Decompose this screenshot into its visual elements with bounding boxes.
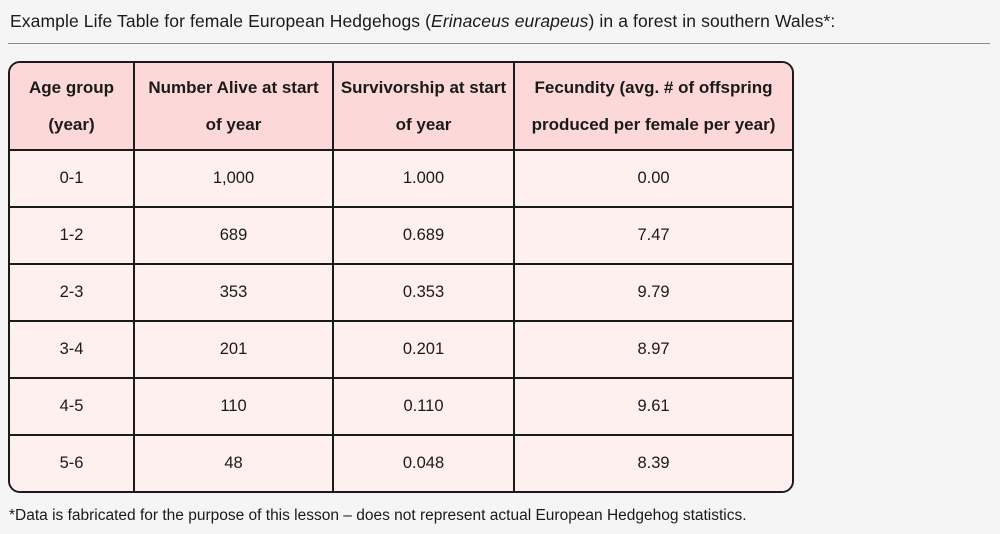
page-title: Example Life Table for female European H… (10, 10, 992, 32)
age-group-cell: 4-5 (10, 377, 134, 435)
number-alive-cell: 353 (133, 263, 333, 321)
survivorship-cell: 0.201 (332, 320, 514, 378)
survivorship-cell: 0.689 (332, 206, 514, 264)
fecundity-cell: 9.79 (513, 263, 792, 321)
table-row: 0-1 1,000 1.000 0.00 (10, 149, 792, 207)
table-row: 4-5 110 0.110 9.61 (10, 377, 792, 435)
footnote: *Data is fabricated for the purpose of t… (9, 507, 747, 524)
species-name: Erinaceus eurapeus (431, 11, 589, 31)
number-alive-cell: 48 (133, 434, 333, 491)
age-group-cell: 0-1 (10, 149, 134, 207)
column-header-number-alive: Number Alive at start of year (133, 63, 333, 150)
title-divider (8, 43, 990, 44)
column-header-line: of year (205, 115, 262, 134)
age-group-cell: 2-3 (10, 263, 134, 321)
fecundity-cell: 7.47 (513, 206, 792, 264)
column-header-age-group: Age group (year) (10, 63, 134, 150)
fecundity-cell: 8.39 (513, 434, 792, 491)
survivorship-cell: 0.353 (332, 263, 514, 321)
column-header-line: (year) (48, 115, 95, 134)
page-title-prefix: Example Life Table for female European H… (10, 11, 432, 31)
table-row: 2-3 353 0.353 9.79 (10, 263, 792, 321)
page-title-suffix: ) in a forest in southern Wales*: (588, 11, 836, 31)
fecundity-cell: 9.61 (513, 377, 792, 435)
life-table: Age group (year) Number Alive at start o… (10, 63, 792, 491)
column-header-line: of year (395, 115, 452, 134)
survivorship-cell: 0.048 (332, 434, 514, 491)
fecundity-cell: 0.00 (513, 149, 792, 207)
table-row: 3-4 201 0.201 8.97 (10, 320, 792, 378)
age-group-cell: 1-2 (10, 206, 134, 264)
column-header-line: Number Alive at start (148, 78, 319, 97)
survivorship-cell: 1.000 (332, 149, 514, 207)
table-header-row: Age group (year) Number Alive at start o… (10, 63, 792, 150)
column-header-line: Fecundity (avg. # of offspring (534, 78, 773, 97)
column-header-survivorship: Survivorship at start of year (332, 63, 514, 150)
age-group-cell: 3-4 (10, 320, 134, 378)
number-alive-cell: 110 (133, 377, 333, 435)
survivorship-cell: 0.110 (332, 377, 514, 435)
age-group-cell: 5-6 (10, 434, 134, 491)
column-header-line: Age group (29, 78, 114, 97)
number-alive-cell: 689 (133, 206, 333, 264)
fecundity-cell: 8.97 (513, 320, 792, 378)
number-alive-cell: 1,000 (133, 149, 333, 207)
column-header-line: Survivorship at start (340, 78, 507, 97)
number-alive-cell: 201 (133, 320, 333, 378)
table-row: 1-2 689 0.689 7.47 (10, 206, 792, 264)
life-table-container: Age group (year) Number Alive at start o… (8, 61, 794, 493)
column-header-line: produced per female per year) (531, 115, 776, 134)
table-row: 5-6 48 0.048 8.39 (10, 434, 792, 491)
column-header-fecundity: Fecundity (avg. # of offspring produced … (513, 63, 792, 150)
